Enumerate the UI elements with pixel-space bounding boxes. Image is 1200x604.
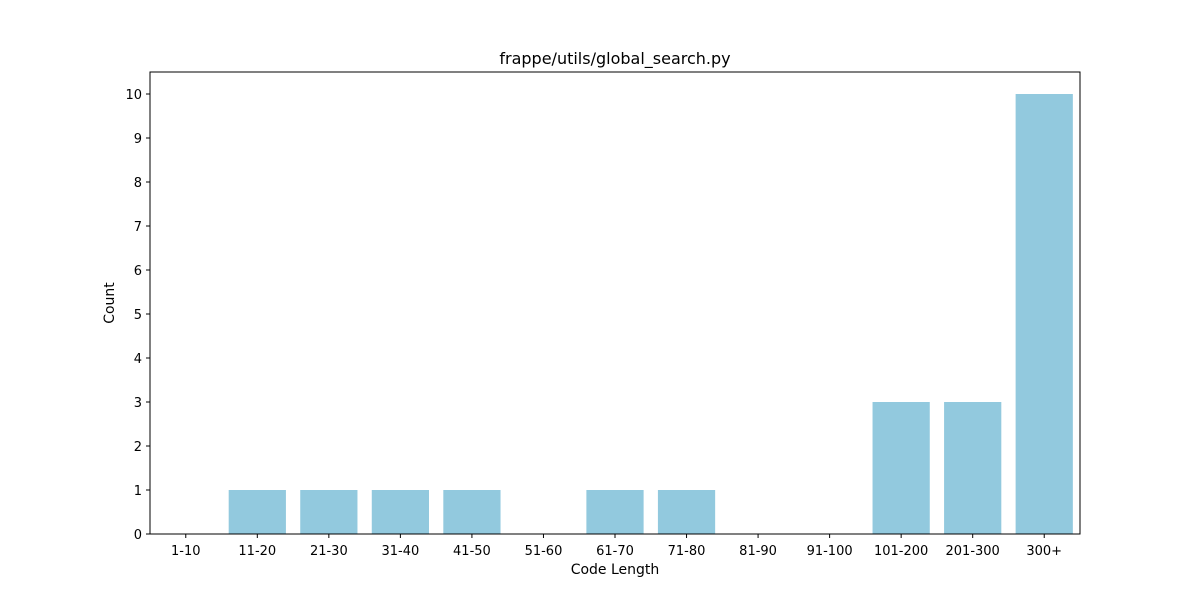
x-tick-label: 51-60 (525, 544, 563, 559)
y-axis: 0 1 2 3 4 5 6 7 8 9 10 (125, 88, 150, 543)
x-tick-label: 91-100 (807, 544, 853, 559)
y-axis-label: Count (102, 282, 118, 324)
x-tick-label: 101-200 (874, 544, 928, 559)
x-tick-label: 61-70 (596, 544, 634, 559)
bar-41-50 (443, 490, 501, 534)
bar-71-80 (657, 490, 716, 534)
bar-101-200 (872, 402, 930, 534)
x-tick-label: 71-80 (668, 544, 706, 559)
x-tick-label: 31-40 (381, 544, 419, 559)
bar-31-40 (371, 490, 429, 534)
x-tick-label: 300+ (1026, 544, 1062, 559)
x-tick-label: 1-10 (171, 544, 201, 559)
x-axis-label: Code Length (571, 562, 660, 578)
bar-61-70 (586, 490, 644, 534)
y-tick-label: 10 (125, 88, 142, 103)
x-tick-label: 21-30 (310, 544, 348, 559)
bars-layer (228, 94, 1073, 534)
x-tick-label: 201-300 (946, 544, 1000, 559)
y-tick-label: 3 (134, 396, 142, 411)
bar-21-30 (300, 490, 358, 534)
x-tick-label: 11-20 (238, 544, 276, 559)
x-axis: 1-10 11-20 21-30 31-40 41-50 51-60 61-70 71-80 8… (171, 534, 1062, 559)
y-tick-label: 6 (134, 264, 142, 279)
x-tick-label: 41-50 (453, 544, 491, 559)
chart-title: frappe/utils/global_search.py (499, 49, 730, 69)
y-tick-label: 9 (134, 132, 142, 147)
bar-11-20 (228, 490, 286, 534)
plot-frame (149, 71, 1081, 535)
bar-300+ (1015, 94, 1073, 534)
y-tick-label: 8 (134, 176, 142, 191)
y-tick-label: 7 (134, 220, 142, 235)
y-tick-label: 4 (134, 352, 142, 367)
y-tick-label: 0 (134, 528, 142, 543)
y-tick-label: 5 (134, 308, 142, 323)
x-tick-label: 81-90 (739, 544, 777, 559)
y-tick-label: 1 (134, 484, 142, 499)
y-tick-label: 2 (134, 440, 142, 455)
bar-201-300 (944, 402, 1002, 534)
